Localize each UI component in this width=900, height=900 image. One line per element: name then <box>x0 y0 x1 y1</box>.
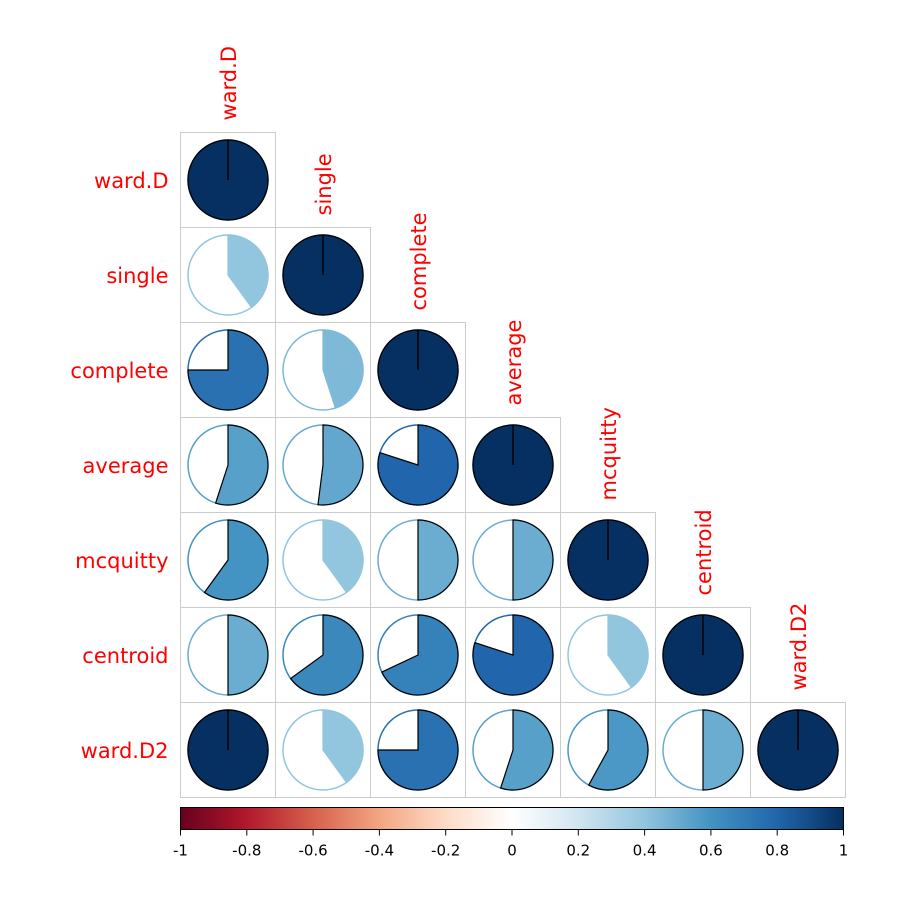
pie-slice <box>289 614 364 696</box>
column-labels: ward.D single complete average mcquitty centr… <box>217 46 811 690</box>
column-label-single: single <box>312 153 336 215</box>
colorbar-tick-label: 0 <box>507 842 517 860</box>
cell-single-single <box>275 227 371 323</box>
pie-slice <box>322 519 364 594</box>
pie-slice <box>512 519 554 601</box>
cell-ward-d-ward-d <box>180 132 276 228</box>
pie-slice <box>227 614 269 696</box>
cell-ward-d2-complete <box>370 702 466 798</box>
column-label-mcquitty: mcquitty <box>597 407 621 500</box>
pie-slice <box>417 519 459 601</box>
row-label-ward-d2: ward.D2 <box>81 739 169 763</box>
pie-slice <box>702 709 744 791</box>
column-label-ward-d: ward.D <box>217 46 241 120</box>
cell-mcquitty-average <box>465 512 561 608</box>
row-label-centroid: centroid <box>82 644 168 668</box>
cell-centroid-centroid <box>655 607 751 703</box>
pie-slice <box>499 709 554 791</box>
colorbar-tick-label: 0.6 <box>699 842 723 860</box>
cell-ward-d2-average <box>465 702 561 798</box>
pie-slice <box>377 424 459 506</box>
pie-slice <box>607 614 649 689</box>
cell-centroid-ward-d <box>180 607 276 703</box>
cell-average-ward-d <box>180 417 276 513</box>
colorbar-tick-label: -1 <box>173 842 188 860</box>
colorbar-tick-label: -0.4 <box>365 842 394 860</box>
pie-slice <box>381 614 459 696</box>
cell-complete-single <box>275 322 371 418</box>
cell-ward-d2-mcquitty <box>560 702 656 798</box>
pie-slice <box>322 329 364 409</box>
colorbar-tick-label: -0.6 <box>298 842 327 860</box>
column-label-complete: complete <box>407 212 431 310</box>
cell-centroid-complete <box>370 607 466 703</box>
cell-average-average <box>465 417 561 513</box>
pie-slice <box>203 519 269 601</box>
row-label-mcquitty: mcquitty <box>75 549 168 573</box>
cell-mcquitty-single <box>275 512 371 608</box>
pie-slice <box>227 234 269 309</box>
cell-centroid-single <box>275 607 371 703</box>
pie-slice <box>377 709 459 791</box>
colorbar-tick-label: 1 <box>839 842 849 860</box>
cell-single-ward-d <box>180 227 276 323</box>
cell-centroid-average <box>465 607 561 703</box>
colorbar: -1 -0.8 -0.6 -0.4 -0.2 0 0.2 0.4 0.6 0.8 1 <box>173 807 849 860</box>
row-label-single: single <box>106 264 168 288</box>
colorbar-tick-label: 0.8 <box>765 842 789 860</box>
pie-slice <box>317 424 364 506</box>
pie-slice <box>187 329 269 411</box>
correlation-cells <box>180 132 846 798</box>
pie-slice <box>322 709 364 784</box>
pie-slice <box>472 614 554 696</box>
column-label-centroid: centroid <box>692 509 716 595</box>
cell-average-complete <box>370 417 466 513</box>
colorbar-gradient <box>180 807 844 830</box>
row-labels: ward.D single complete average mcquitty centr… <box>70 169 168 763</box>
cell-mcquitty-mcquitty <box>560 512 656 608</box>
colorbar-tick-label: -0.8 <box>232 842 261 860</box>
cell-ward-d2-single <box>275 702 371 798</box>
cell-average-single <box>275 417 371 513</box>
column-label-average: average <box>502 320 526 406</box>
row-label-ward-d: ward.D <box>94 169 168 193</box>
column-label-ward-d2: ward.D2 <box>787 603 811 691</box>
colorbar-tick-label: 0.4 <box>633 842 657 860</box>
row-label-average: average <box>83 454 169 478</box>
cell-complete-ward-d <box>180 322 276 418</box>
cell-mcquitty-complete <box>370 512 466 608</box>
cell-ward-d2-centroid <box>655 702 751 798</box>
cell-complete-complete <box>370 322 466 418</box>
cell-ward-d2-ward-d2 <box>750 702 846 798</box>
colorbar-tick-label: 0.2 <box>566 842 590 860</box>
cell-ward-d2-ward-d <box>180 702 276 798</box>
colorbar-ticks: -1 -0.8 -0.6 -0.4 -0.2 0 0.2 0.4 0.6 0.8 1 <box>173 829 849 860</box>
row-label-complete: complete <box>70 359 168 383</box>
pie-slice <box>214 424 269 506</box>
cell-centroid-mcquitty <box>560 607 656 703</box>
pie-slice <box>587 709 649 791</box>
cell-mcquitty-ward-d <box>180 512 276 608</box>
colorbar-tick-label: -0.2 <box>431 842 460 860</box>
